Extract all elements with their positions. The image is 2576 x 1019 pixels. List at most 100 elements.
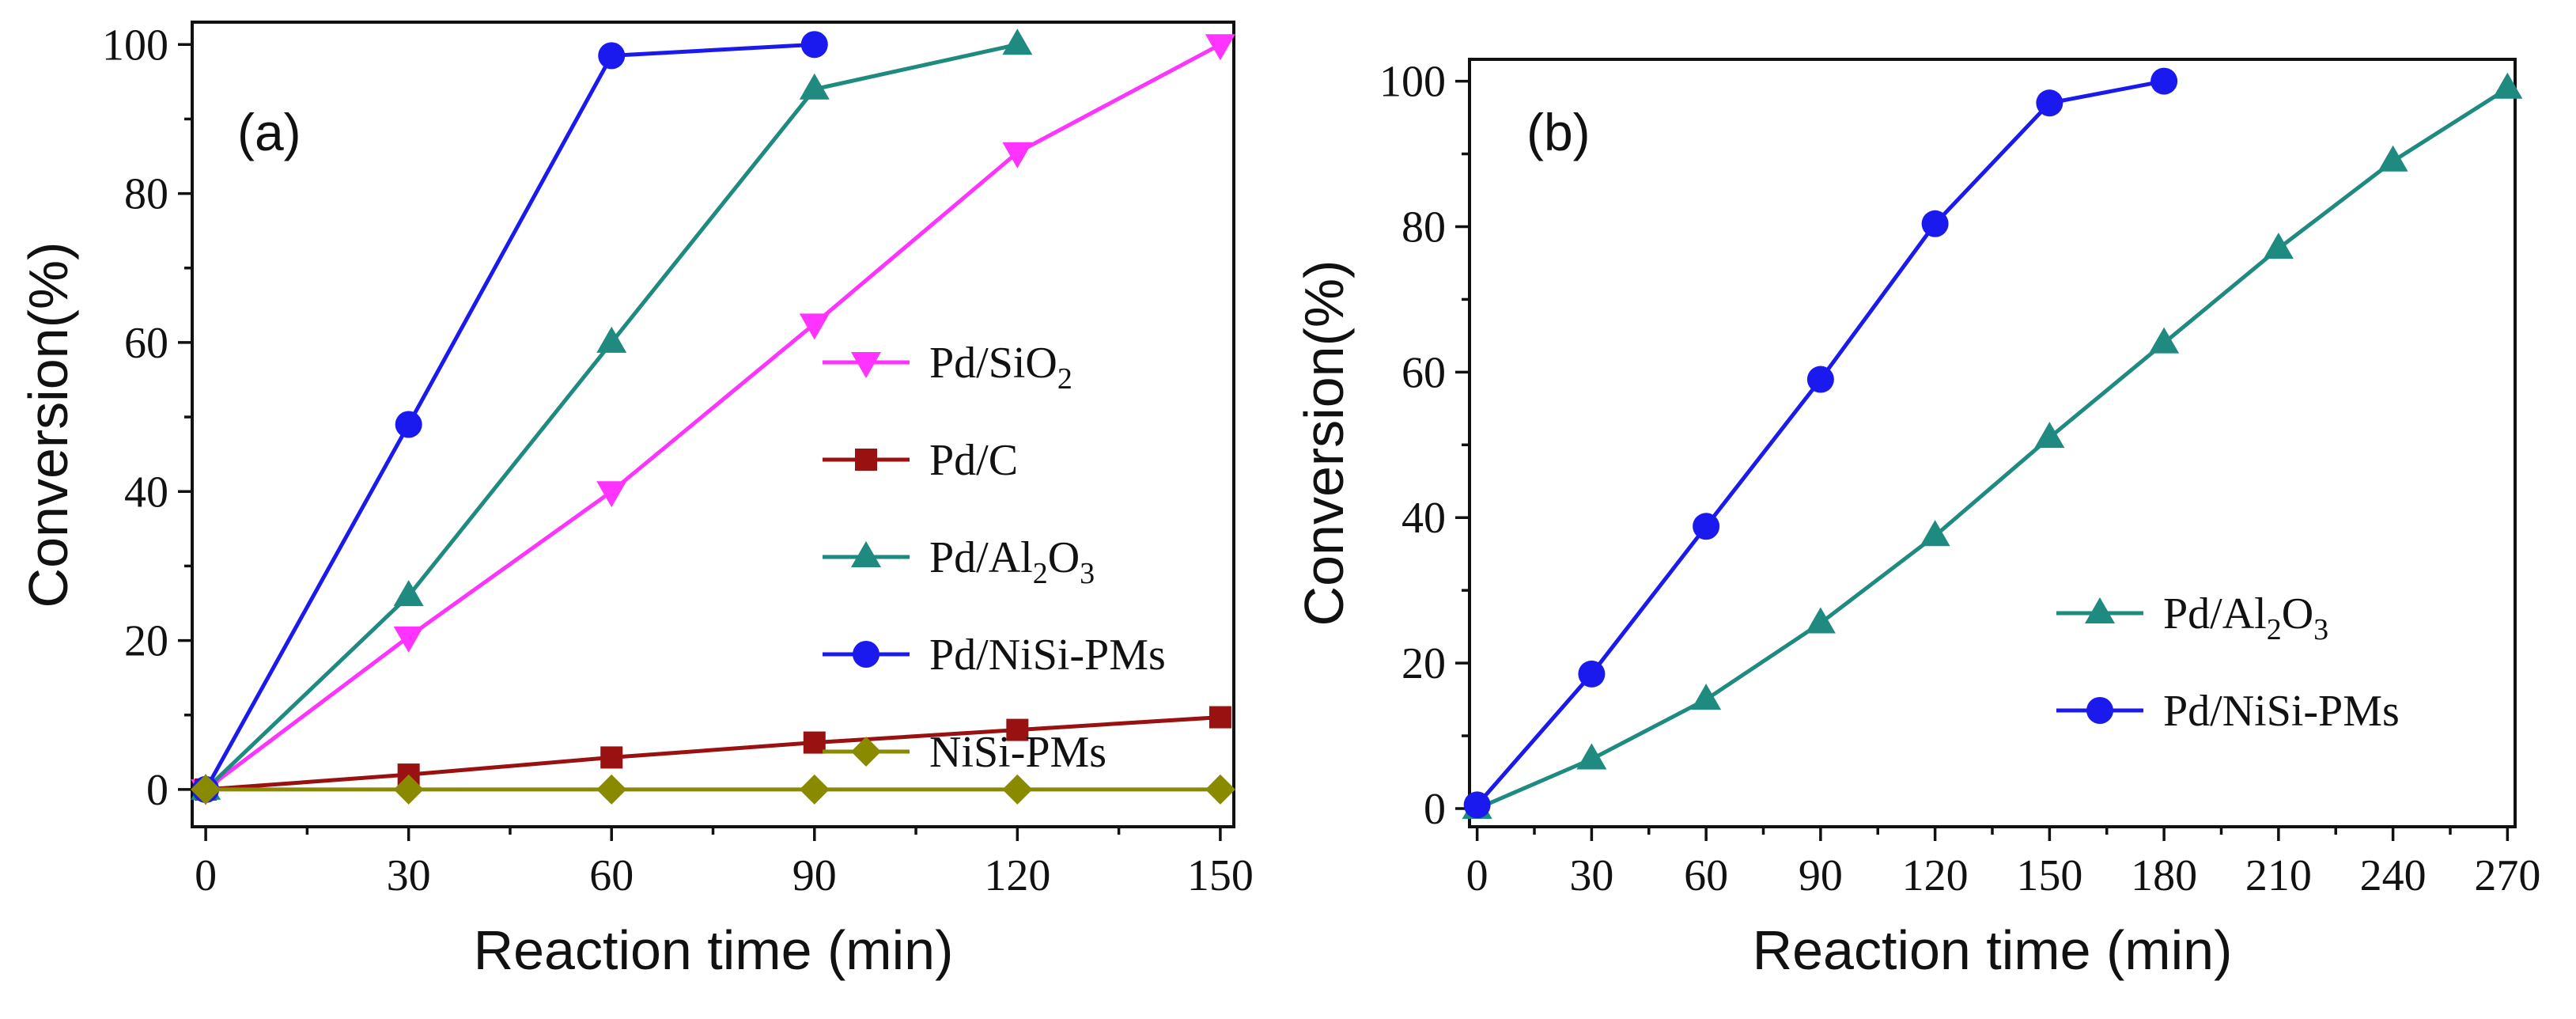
- legend-label: Pd/Al2O3: [929, 533, 1095, 590]
- data-point: [1002, 774, 1033, 805]
- data-point: [2150, 67, 2178, 95]
- data-point: [1002, 142, 1033, 169]
- legend-marker: [853, 641, 879, 668]
- legend-label: Pd/C: [929, 436, 1018, 485]
- data-point: [191, 774, 221, 805]
- legend-entry: Pd/Al2O3: [2056, 589, 2328, 646]
- x-tick-label: 30: [1569, 851, 1613, 900]
- series-pd-nisi-pms: [1463, 67, 2178, 819]
- legend-entry: Pd/NiSi-PMs: [823, 631, 1166, 680]
- data-point: [1209, 706, 1231, 729]
- x-tick-label: 60: [1684, 851, 1728, 900]
- legend-entry: Pd/NiSi-PMs: [2056, 687, 2400, 736]
- x-tick-label: 60: [589, 851, 634, 900]
- legend-entry: Pd/Al2O3: [823, 533, 1095, 590]
- x-tick-label: 210: [2245, 851, 2312, 900]
- series-line: [204, 42, 1018, 791]
- chart-panel-a: 0 30 60 90 120 150 0 20 40 60 80 100 Reaction time (…: [17, 21, 1254, 981]
- data-point: [1576, 743, 1607, 770]
- data-point: [393, 774, 424, 805]
- legend-marker: [2085, 597, 2115, 623]
- x-tick-label: 150: [2016, 851, 2082, 900]
- data-point: [2036, 89, 2063, 117]
- data-point: [596, 774, 627, 805]
- y-tick-label: 100: [1379, 58, 1446, 107]
- legend-marker: [851, 352, 881, 378]
- legend-marker: [851, 541, 881, 567]
- series-nisi-pms: [191, 774, 1235, 805]
- y-tick-label: 80: [124, 170, 168, 219]
- data-point: [598, 42, 626, 70]
- data-point: [1002, 28, 1033, 55]
- y-tick-label: 40: [124, 468, 168, 517]
- y-tick-label: 20: [1401, 639, 1446, 688]
- plot-frame: [191, 21, 1235, 828]
- data-point: [596, 481, 627, 508]
- data-point: [596, 326, 627, 353]
- y-axis-title: Conversion(%): [1293, 260, 1355, 627]
- x-axis-title: Reaction time (min): [1753, 919, 2233, 981]
- chart-panel-b: 0 30 60 90 120 150 180 210 240 270 0 20 40 60 80 100 Rea…: [1293, 58, 2540, 981]
- data-point: [1806, 366, 1834, 393]
- legend-label: NiSi-PMs: [929, 728, 1106, 777]
- data-point: [799, 73, 830, 100]
- data-point: [393, 580, 424, 607]
- data-point: [2149, 327, 2180, 354]
- x-tick-label: 150: [1187, 851, 1254, 900]
- x-tick-label: 90: [1799, 851, 1843, 900]
- data-point: [799, 313, 830, 340]
- data-point: [1205, 34, 1235, 61]
- y-tick-label: 40: [1401, 494, 1446, 543]
- data-point: [2377, 145, 2408, 172]
- legend-entry: Pd/C: [823, 436, 1018, 485]
- legend-marker: [2086, 697, 2113, 724]
- data-point: [2034, 422, 2065, 449]
- data-point: [395, 411, 422, 438]
- data-point: [1006, 718, 1029, 741]
- x-tick-label: 240: [2360, 851, 2427, 900]
- data-point: [1205, 774, 1235, 805]
- y-tick-label: 60: [124, 319, 168, 368]
- data-point: [1463, 791, 1491, 819]
- legend-marker: [851, 737, 881, 767]
- data-point: [1805, 607, 1836, 634]
- data-point: [2263, 233, 2294, 259]
- panel-label: (b): [1526, 103, 1591, 161]
- x-tick-label: 0: [1466, 851, 1488, 900]
- data-point: [600, 746, 623, 769]
- series-line: [204, 43, 1222, 791]
- y-axis-title: Conversion(%): [17, 242, 79, 608]
- series-pd-al2o3: [191, 28, 1033, 800]
- panel-label: (a): [237, 103, 301, 161]
- data-point: [800, 31, 828, 59]
- data-point: [799, 774, 830, 805]
- y-tick-label: 100: [102, 21, 168, 70]
- data-point: [1920, 520, 1950, 547]
- x-tick-label: 120: [1902, 851, 1969, 900]
- y-tick-label: 80: [1401, 203, 1446, 252]
- x-tick-label: 30: [387, 851, 431, 900]
- legend-label: Pd/NiSi-PMs: [929, 631, 1166, 680]
- data-point: [2492, 72, 2523, 99]
- data-point: [803, 731, 826, 754]
- legend-label: Pd/NiSi-PMs: [2163, 687, 2400, 736]
- y-tick-label: 0: [146, 766, 168, 815]
- data-point: [1921, 210, 1949, 237]
- series-pd-sio2: [191, 34, 1235, 805]
- series-line: [205, 715, 1221, 792]
- y-tick-label: 60: [1401, 348, 1446, 397]
- data-point: [1693, 513, 1720, 540]
- y-tick-label: 0: [1424, 785, 1446, 834]
- data-point: [1578, 660, 1606, 688]
- x-axis-title: Reaction time (min): [474, 919, 954, 981]
- x-tick-label: 270: [2474, 851, 2540, 900]
- legend-marker: [855, 449, 877, 471]
- legend-entry: Pd/SiO2: [823, 339, 1072, 396]
- series-line: [203, 42, 815, 791]
- legend-label: Pd/Al2O3: [2163, 589, 2328, 646]
- legend-label: Pd/SiO2: [929, 339, 1072, 396]
- x-tick-label: 120: [984, 851, 1050, 900]
- y-tick-label: 20: [124, 617, 168, 666]
- data-point: [393, 626, 424, 653]
